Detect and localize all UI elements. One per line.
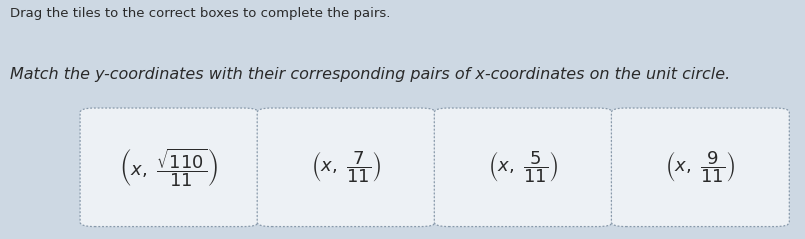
FancyBboxPatch shape [435, 108, 613, 227]
FancyBboxPatch shape [612, 108, 789, 227]
FancyBboxPatch shape [80, 108, 258, 227]
Text: $\left(x,\ \dfrac{7}{11}\right)$: $\left(x,\ \dfrac{7}{11}\right)$ [311, 149, 382, 185]
Text: $\left(x,\ \dfrac{\sqrt{110}}{11}\right)$: $\left(x,\ \dfrac{\sqrt{110}}{11}\right)… [119, 146, 219, 189]
FancyBboxPatch shape [258, 108, 435, 227]
Text: Match the y-coordinates with their corresponding pairs of x-coordinates on the u: Match the y-coordinates with their corre… [10, 67, 731, 82]
Text: $\left(x,\ \dfrac{5}{11}\right)$: $\left(x,\ \dfrac{5}{11}\right)$ [488, 149, 559, 185]
Text: $\left(x,\ \dfrac{9}{11}\right)$: $\left(x,\ \dfrac{9}{11}\right)$ [665, 149, 736, 185]
Text: Drag the tiles to the correct boxes to complete the pairs.: Drag the tiles to the correct boxes to c… [10, 7, 391, 20]
